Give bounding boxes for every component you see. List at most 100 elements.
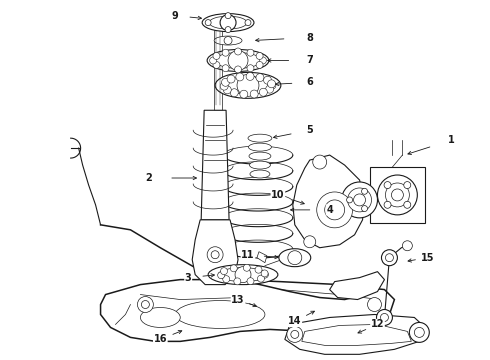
Circle shape: [362, 206, 368, 212]
Text: 7: 7: [306, 55, 313, 66]
Ellipse shape: [141, 307, 180, 328]
Ellipse shape: [248, 143, 271, 151]
Circle shape: [264, 76, 271, 84]
Circle shape: [404, 181, 411, 189]
Text: 6: 6: [306, 77, 313, 87]
Circle shape: [220, 268, 227, 275]
Text: 2: 2: [145, 173, 152, 183]
Ellipse shape: [250, 170, 270, 178]
Circle shape: [377, 175, 417, 215]
Circle shape: [220, 82, 228, 90]
Circle shape: [223, 86, 231, 94]
Ellipse shape: [202, 14, 254, 32]
Ellipse shape: [225, 76, 271, 94]
Circle shape: [386, 254, 393, 262]
Circle shape: [225, 13, 231, 19]
Circle shape: [236, 73, 244, 81]
Circle shape: [415, 328, 424, 337]
Circle shape: [382, 250, 397, 266]
Ellipse shape: [248, 134, 272, 142]
Circle shape: [384, 201, 391, 208]
Circle shape: [368, 298, 382, 311]
Circle shape: [222, 65, 229, 72]
Circle shape: [225, 27, 231, 32]
Circle shape: [240, 90, 248, 98]
Circle shape: [137, 297, 153, 312]
Circle shape: [230, 265, 237, 272]
Circle shape: [304, 236, 316, 248]
Circle shape: [223, 276, 230, 283]
Ellipse shape: [214, 36, 242, 45]
Circle shape: [386, 183, 409, 207]
Text: 15: 15: [420, 253, 434, 263]
Ellipse shape: [175, 301, 265, 328]
Ellipse shape: [215, 53, 261, 68]
Text: 12: 12: [371, 319, 384, 329]
Circle shape: [222, 49, 229, 56]
Circle shape: [291, 330, 299, 338]
Circle shape: [268, 81, 276, 89]
Text: 11: 11: [241, 250, 255, 260]
Circle shape: [268, 80, 275, 88]
Ellipse shape: [207, 50, 269, 71]
Circle shape: [211, 251, 219, 259]
Circle shape: [235, 66, 242, 73]
Circle shape: [218, 272, 224, 279]
Text: 4: 4: [326, 205, 333, 215]
Circle shape: [255, 266, 262, 273]
Circle shape: [221, 78, 229, 86]
Ellipse shape: [249, 161, 270, 169]
Polygon shape: [285, 315, 427, 354]
Polygon shape: [293, 155, 365, 248]
Circle shape: [247, 49, 254, 56]
Circle shape: [288, 251, 302, 265]
Text: 5: 5: [306, 125, 313, 135]
Text: 1: 1: [448, 135, 455, 145]
Circle shape: [376, 310, 392, 325]
Circle shape: [392, 189, 403, 201]
Circle shape: [235, 48, 242, 55]
Circle shape: [262, 271, 269, 278]
Circle shape: [287, 327, 303, 342]
Polygon shape: [201, 110, 229, 220]
Circle shape: [213, 62, 220, 68]
Circle shape: [234, 278, 241, 285]
Circle shape: [362, 188, 368, 194]
Circle shape: [230, 89, 238, 97]
Text: 10: 10: [271, 190, 285, 200]
Text: 9: 9: [172, 11, 179, 21]
Polygon shape: [369, 167, 425, 223]
Circle shape: [317, 192, 353, 228]
Text: 3: 3: [185, 273, 192, 283]
Circle shape: [384, 181, 391, 189]
Circle shape: [259, 57, 267, 64]
Circle shape: [354, 194, 366, 206]
Ellipse shape: [208, 265, 278, 285]
Circle shape: [256, 62, 263, 68]
Circle shape: [313, 155, 327, 169]
Circle shape: [227, 75, 235, 83]
Circle shape: [402, 241, 413, 251]
Text: 14: 14: [288, 316, 301, 327]
Text: 13: 13: [231, 294, 245, 305]
Circle shape: [210, 57, 217, 64]
Circle shape: [142, 301, 149, 309]
Circle shape: [325, 200, 344, 220]
Circle shape: [261, 270, 268, 277]
Ellipse shape: [279, 249, 311, 267]
Circle shape: [246, 72, 254, 80]
Circle shape: [257, 275, 265, 282]
Circle shape: [235, 267, 251, 283]
Circle shape: [207, 247, 223, 263]
Circle shape: [342, 182, 377, 218]
Polygon shape: [100, 280, 394, 341]
Ellipse shape: [249, 152, 271, 160]
Circle shape: [256, 53, 263, 59]
Circle shape: [213, 53, 220, 59]
Circle shape: [245, 20, 251, 26]
Circle shape: [409, 323, 429, 342]
Circle shape: [247, 278, 254, 285]
Circle shape: [256, 73, 264, 82]
Circle shape: [404, 201, 411, 208]
Text: 16: 16: [153, 334, 167, 345]
